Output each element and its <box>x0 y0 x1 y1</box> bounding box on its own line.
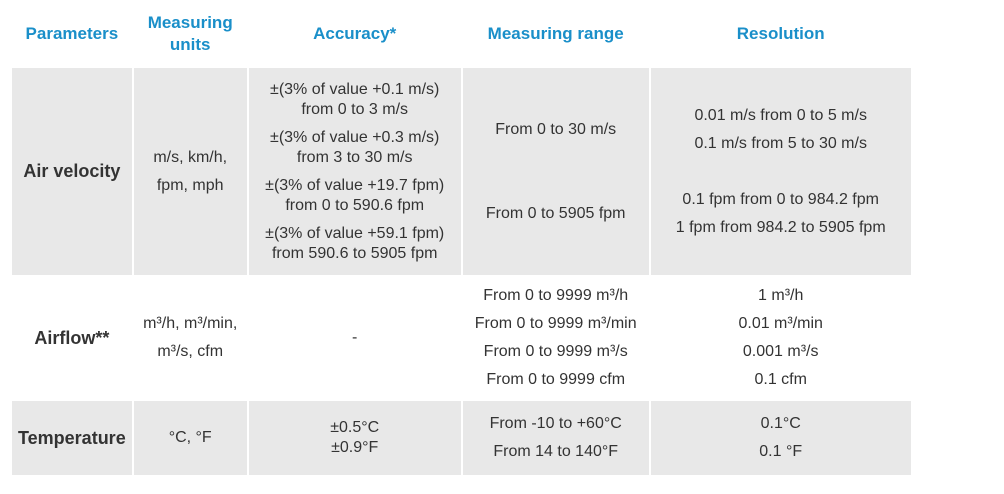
line-group: From -10 to +60°C From 14 to 140°F <box>469 410 643 466</box>
cell-line: from 590.6 to 5905 fpm <box>271 244 438 262</box>
resolution-cell: 1 m³/h 0.01 m³/min 0.001 m³/s 0.1 cfm <box>650 277 911 399</box>
line-group: °C, °F <box>140 424 241 452</box>
cell-line: ±(3% of value +0.3 m/s) <box>270 128 440 146</box>
cell-line: ±0.9°F <box>331 439 379 456</box>
line-group: ±(3% of value +0.3 m/s) from 3 to 30 m/s <box>255 128 455 168</box>
cell-line: 0.01 m/s from 0 to 5 m/s <box>694 106 867 124</box>
line-group: From 0 to 5905 fpm <box>469 200 643 228</box>
line-group: 0.1 fpm from 0 to 984.2 fpm 1 fpm from 98… <box>657 186 905 242</box>
cell-line: From 0 to 9999 m³/h <box>483 287 629 304</box>
line-group: From 0 to 9999 m³/h From 0 to 9999 m³/min… <box>469 282 643 394</box>
cell-line: - <box>352 329 358 346</box>
resolution-cell: 0.1°C 0.1 °F <box>650 401 911 475</box>
units-cell: m³/h, m³/min, m³/s, cfm <box>133 277 247 399</box>
spec-table: Parameters Measuring units Accuracy* Measur… <box>10 0 913 477</box>
header-cell: Measuring range <box>462 2 649 66</box>
cell-line: 0.1 m/s from 5 to 30 m/s <box>694 134 867 152</box>
cell-line: 0.1 cfm <box>754 371 807 388</box>
header-cell: Resolution <box>650 2 911 66</box>
cell-line: 1 m³/h <box>758 287 804 304</box>
cell-line: 0.1 °F <box>759 443 803 460</box>
range-cell: From 0 to 9999 m³/h From 0 to 9999 m³/min… <box>462 277 649 399</box>
cell-line: 1 fpm from 984.2 to 5905 fpm <box>675 218 886 236</box>
cell-line: 0.01 m³/min <box>738 315 823 332</box>
cell-line: m/s, km/h, <box>153 148 228 166</box>
cell-line: From 0 to 9999 m³/s <box>483 343 628 360</box>
table-row: Air velocity m/s, km/h, fpm, mph ±(3% of va… <box>12 68 911 275</box>
cell-line: From 0 to 5905 fpm <box>485 204 626 222</box>
cell-line: ±(3% of value +0.1 m/s) <box>270 80 440 98</box>
units-cell: °C, °F <box>133 401 247 475</box>
header-row: Parameters Measuring units Accuracy* Measur… <box>12 2 911 66</box>
cell-line: 0.1 fpm from 0 to 984.2 fpm <box>682 190 879 208</box>
cell-line: ±(3% of value +59.1 fpm) <box>265 224 445 242</box>
cell-line: From 0 to 9999 cfm <box>486 371 626 388</box>
line-group: From 0 to 30 m/s <box>469 116 643 144</box>
parameter-cell: Temperature <box>12 401 132 475</box>
cell-line: from 3 to 30 m/s <box>296 148 413 166</box>
line-group: ±(3% of value +59.1 fpm) from 590.6 to 59… <box>255 224 455 264</box>
cell-line: ±(3% of value +19.7 fpm) <box>265 176 445 194</box>
parameter-cell: Airflow** <box>12 277 132 399</box>
line-group: 0.1°C 0.1 °F <box>657 410 905 466</box>
line-group: ±(3% of value +0.1 m/s) from 0 to 3 m/s <box>255 80 455 120</box>
line-group: 1 m³/h 0.01 m³/min 0.001 m³/s 0.1 cfm <box>657 282 905 394</box>
table-row: Temperature °C, °F ±0.5°C ±0.9°F From -10 to… <box>12 401 911 475</box>
cell-line: 0.1°C <box>760 415 801 432</box>
cell-line: ±0.5°C <box>330 419 380 436</box>
cell-line: From 0 to 9999 m³/min <box>474 315 637 332</box>
resolution-cell: 0.01 m/s from 0 to 5 m/s 0.1 m/s from 5 t… <box>650 68 911 275</box>
cell-line: °C, °F <box>168 429 212 446</box>
accuracy-cell: ±0.5°C ±0.9°F <box>248 401 461 475</box>
cell-line: from 0 to 590.6 fpm <box>285 196 425 214</box>
units-cell: m/s, km/h, fpm, mph <box>133 68 247 275</box>
cell-line: From 0 to 30 m/s <box>495 120 617 138</box>
cell-line: m³/h, m³/min, <box>143 315 238 332</box>
line-group: ±0.5°C ±0.9°F <box>255 418 455 458</box>
parameter-cell: Air velocity <box>12 68 132 275</box>
header-cell: Accuracy* <box>248 2 461 66</box>
accuracy-cell: - <box>248 277 461 399</box>
line-group: m/s, km/h, fpm, mph <box>140 144 241 200</box>
range-cell: From -10 to +60°C From 14 to 140°F <box>462 401 649 475</box>
cell-line: fpm, mph <box>156 176 224 194</box>
cell-line: from 0 to 3 m/s <box>301 100 409 118</box>
accuracy-cell: ±(3% of value +0.1 m/s) from 0 to 3 m/s ±(… <box>248 68 461 275</box>
cell-line: m³/s, cfm <box>157 343 224 360</box>
line-group: - <box>255 328 455 348</box>
cell-line: From 14 to 140°F <box>493 443 619 460</box>
range-cell: From 0 to 30 m/s From 0 to 5905 fpm <box>462 68 649 275</box>
cell-line: From -10 to +60°C <box>489 415 622 432</box>
header-cell: Measuring units <box>133 2 247 66</box>
line-group: ±(3% of value +19.7 fpm) from 0 to 590.6 … <box>255 176 455 216</box>
table-row: Airflow** m³/h, m³/min, m³/s, cfm - From 0 t… <box>12 277 911 399</box>
line-group: 0.01 m/s from 0 to 5 m/s 0.1 m/s from 5 t… <box>657 102 905 158</box>
header-cell: Parameters <box>12 2 132 66</box>
line-group: m³/h, m³/min, m³/s, cfm <box>140 310 241 366</box>
table-body: Air velocity m/s, km/h, fpm, mph ±(3% of va… <box>12 68 911 475</box>
cell-line: 0.001 m³/s <box>742 343 819 360</box>
